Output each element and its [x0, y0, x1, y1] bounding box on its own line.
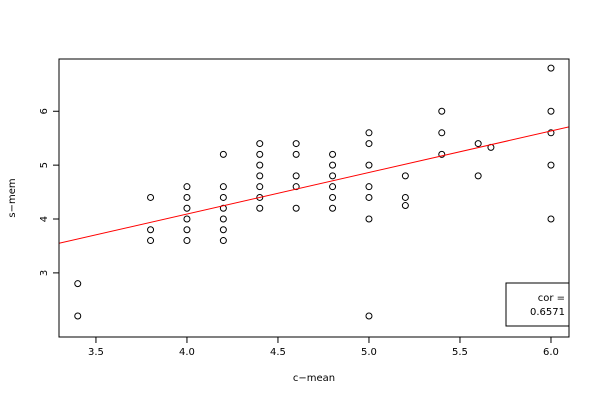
point	[365, 129, 373, 137]
point	[147, 226, 155, 234]
annotation: 0.6571	[530, 307, 565, 318]
y-tick-label: 3	[39, 270, 50, 276]
point	[474, 140, 482, 148]
point	[547, 161, 555, 169]
point	[365, 215, 373, 223]
point	[292, 183, 300, 191]
x-axis-label: c−mean	[293, 373, 335, 384]
y-tick-label: 5	[39, 162, 50, 168]
point	[292, 204, 300, 212]
point	[547, 215, 555, 223]
x-tick-label: 5.0	[361, 347, 377, 358]
point	[292, 172, 300, 180]
point	[365, 161, 373, 169]
point	[256, 183, 264, 191]
point	[183, 215, 191, 223]
y-axis-label: s−mem	[7, 178, 18, 217]
point	[365, 140, 373, 148]
y-tick-label: 6	[39, 108, 50, 114]
point	[183, 193, 191, 201]
point	[183, 183, 191, 191]
point	[329, 193, 337, 201]
point	[183, 226, 191, 234]
annotation: cor =	[538, 293, 565, 304]
point	[74, 312, 82, 320]
point	[219, 237, 227, 245]
point	[256, 161, 264, 169]
point	[256, 140, 264, 148]
y-tick-label: 4	[39, 216, 50, 222]
point	[547, 107, 555, 115]
point	[329, 183, 337, 191]
point	[547, 129, 555, 137]
point	[183, 204, 191, 212]
x-tick-label: 6.0	[543, 347, 559, 358]
point	[256, 172, 264, 180]
point	[401, 202, 409, 210]
point	[329, 150, 337, 158]
point	[219, 226, 227, 234]
fit-line	[59, 126, 569, 244]
point	[256, 204, 264, 212]
point	[474, 172, 482, 180]
point	[438, 150, 446, 158]
point	[329, 204, 337, 212]
point	[438, 129, 446, 137]
point	[292, 140, 300, 148]
legend-box	[505, 282, 570, 327]
point	[401, 172, 409, 180]
point	[219, 150, 227, 158]
plot-frame	[58, 58, 570, 338]
point	[219, 193, 227, 201]
point	[365, 193, 373, 201]
x-tick-label: 4.5	[270, 347, 286, 358]
point	[147, 193, 155, 201]
point	[219, 183, 227, 191]
point	[74, 280, 82, 288]
x-tick-label: 5.5	[452, 347, 468, 358]
point	[365, 183, 373, 191]
x-tick-label: 4.0	[179, 347, 195, 358]
point	[256, 150, 264, 158]
point	[147, 237, 155, 245]
point	[401, 193, 409, 201]
point	[256, 193, 264, 201]
x-tick-label: 3.5	[88, 347, 104, 358]
point	[219, 215, 227, 223]
point	[547, 64, 555, 72]
point	[329, 172, 337, 180]
point	[329, 161, 337, 169]
point	[183, 237, 191, 245]
point	[292, 150, 300, 158]
point	[438, 107, 446, 115]
point	[365, 312, 373, 320]
